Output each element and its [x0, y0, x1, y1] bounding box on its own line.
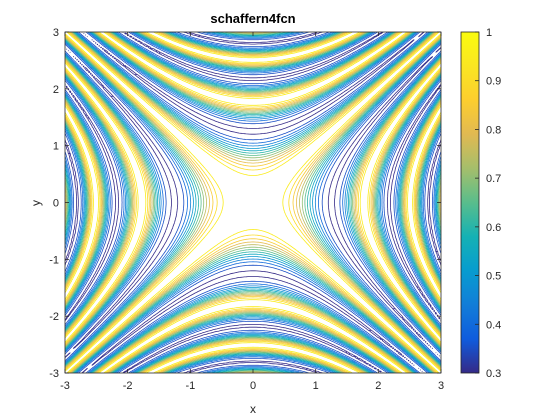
colorbar-tick-label: 0.7 [486, 173, 501, 185]
y-axis-label: y [29, 200, 43, 206]
y-tick-label: -3 [49, 368, 59, 380]
y-tick-label: 1 [53, 141, 59, 153]
x-tick-label: 0 [250, 380, 256, 392]
x-tick-label: -2 [123, 380, 133, 392]
x-tick-label: -3 [60, 380, 70, 392]
axes-background [65, 32, 441, 373]
colorbar-tick-label: 0.8 [486, 124, 501, 136]
contour-line-level-7 [65, 32, 441, 373]
contour-line-level-3 [65, 32, 441, 373]
x-tick-label: 1 [313, 380, 319, 392]
x-axis-label: x [250, 402, 256, 416]
y-tick-label: 3 [53, 27, 59, 39]
colorbar-tick-label: 0.4 [486, 319, 501, 331]
colorbar-tick-label: 0.9 [486, 76, 501, 88]
y-tick-label: 2 [53, 84, 59, 96]
x-axis-ticks: -3 -2 -1 0 1 2 3 [60, 32, 444, 392]
y-axis-ticks: 3 2 1 0 -1 -2 -3 [49, 27, 441, 380]
contour-line-level-5 [65, 32, 441, 373]
colorbar-ticks: 1 0.9 0.8 0.7 0.6 0.5 0.4 0.3 [475, 27, 501, 380]
y-tick-label: -2 [49, 311, 59, 323]
x-tick-label: 3 [438, 380, 444, 392]
colorbar-tick-label: 0.3 [486, 368, 501, 380]
contour-lines [65, 32, 441, 373]
x-tick-label: 2 [375, 380, 381, 392]
y-tick-label: -1 [49, 254, 59, 266]
chart-title: schaffern4fcn [210, 11, 295, 26]
colorbar-tick-label: 0.6 [486, 222, 501, 234]
contour-line-level-13 [65, 32, 441, 373]
contour-line-level-11 [65, 32, 441, 373]
x-tick-label: -1 [185, 380, 195, 392]
y-tick-label: 0 [53, 198, 59, 210]
colorbar-tick-label: 1 [486, 27, 492, 39]
colorbar [460, 31, 480, 374]
colorbar-tick-label: 0.5 [486, 271, 501, 283]
contour-line-level-9 [65, 32, 441, 373]
